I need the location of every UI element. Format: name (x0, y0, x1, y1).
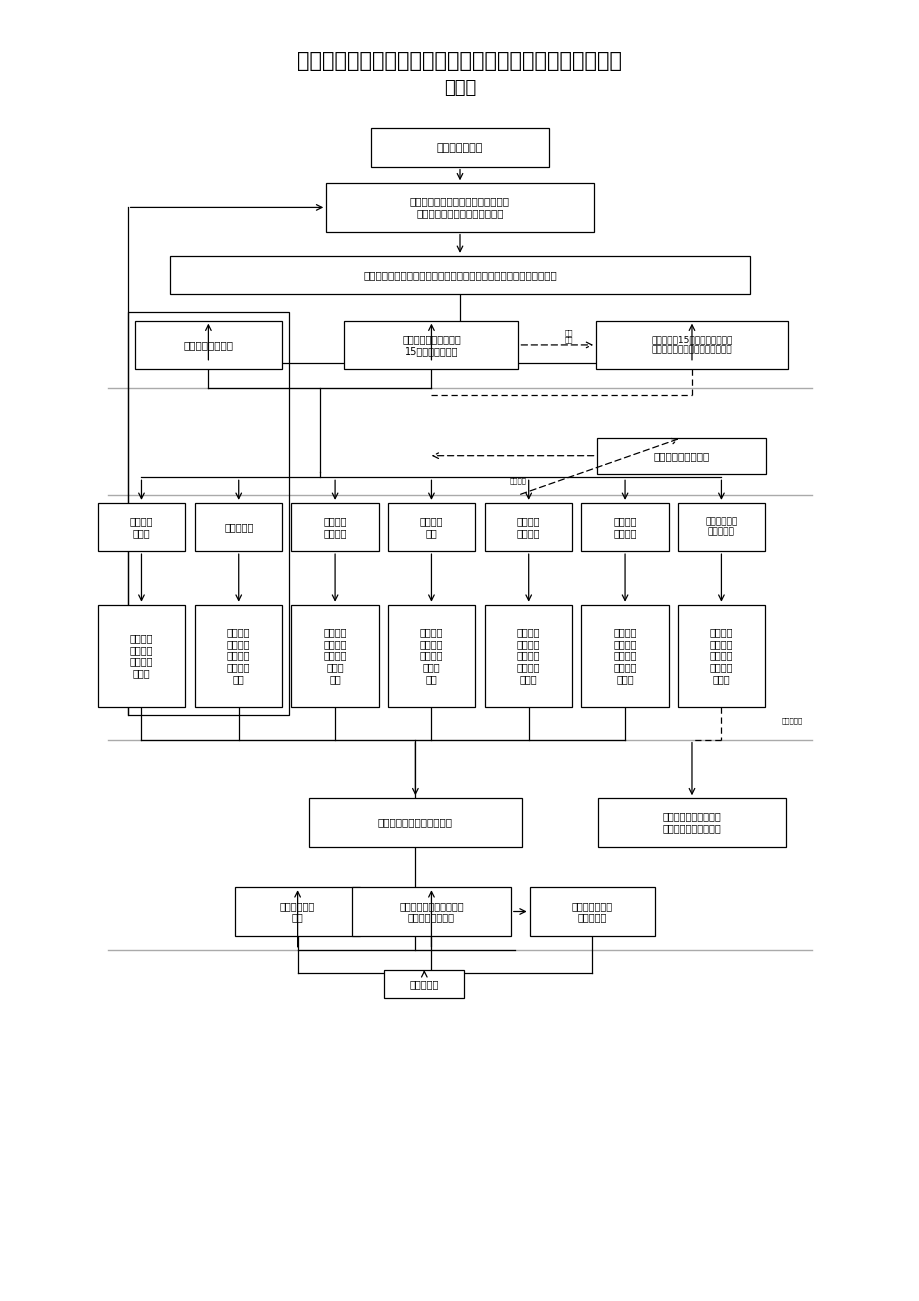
Text: 不属于受理机
关掌握范围: 不属于受理机 关掌握范围 (705, 518, 737, 537)
Text: 流程图: 流程图 (443, 79, 476, 96)
FancyBboxPatch shape (195, 502, 282, 552)
FancyBboxPatch shape (581, 502, 668, 552)
Text: 申请内容
不明确: 申请内容 不明确 (130, 516, 153, 537)
Text: 受理机关
出具《政
府信息不
存在告知
书》: 受理机关 出具《政 府信息不 存在告知 书》 (227, 627, 250, 684)
Text: 书面征求第三方意见: 书面征求第三方意见 (652, 450, 709, 461)
FancyBboxPatch shape (484, 605, 572, 706)
Text: 申请人办理缴费等申请手续: 申请人办理缴费等申请手续 (378, 817, 452, 827)
FancyBboxPatch shape (309, 799, 521, 847)
FancyBboxPatch shape (677, 605, 765, 706)
FancyBboxPatch shape (387, 605, 474, 706)
Text: 申请人提出申请: 申请人提出申请 (437, 143, 482, 152)
FancyBboxPatch shape (596, 438, 766, 474)
FancyBboxPatch shape (484, 502, 572, 552)
Text: 受理机关当场
提供: 受理机关当场 提供 (279, 900, 315, 922)
Text: 受理机关
出具《政
府信息公
开告知
书》: 受理机关 出具《政 府信息公 开告知 书》 (419, 627, 443, 684)
FancyBboxPatch shape (597, 799, 785, 847)
FancyBboxPatch shape (384, 971, 464, 998)
Text: 受理机关
出具《政
府信息不
予公开告
知书》: 受理机关 出具《政 府信息不 予公开告 知书》 (613, 627, 636, 684)
Text: 属于部分
公开范围: 属于部分 公开范围 (516, 516, 539, 537)
Text: 经批准延长15个工作日内答复，
受理机关出具《延期答复告知书》: 经批准延长15个工作日内答复， 受理机关出具《延期答复告知书》 (651, 336, 732, 355)
Text: 受理机关当场答复: 受理机关当场答复 (183, 340, 233, 350)
Text: 受理机关在规定
时间内提供: 受理机关在规定 时间内提供 (571, 900, 612, 922)
FancyBboxPatch shape (352, 887, 510, 935)
Text: 特殊
情况: 特殊 情况 (564, 329, 573, 343)
FancyBboxPatch shape (291, 502, 379, 552)
FancyBboxPatch shape (235, 887, 359, 935)
Text: 受理机关出具《政府信息
提供日期通知书》: 受理机关出具《政府信息 提供日期通知书》 (399, 900, 463, 922)
FancyBboxPatch shape (195, 605, 282, 706)
FancyBboxPatch shape (326, 183, 593, 232)
Text: 受理机关
出具《政
府信息部
分公开告
知书》: 受理机关 出具《政 府信息部 分公开告 知书》 (516, 627, 539, 684)
Text: 受理机关登记（含网上登记），验证申请人身份，并出具《登记回执》: 受理机关登记（含网上登记），验证申请人身份，并出具《登记回执》 (363, 269, 556, 280)
Text: 受理机关
出具《非
本机关政
府信息告
知书》: 受理机关 出具《非 本机关政 府信息告 知书》 (709, 627, 732, 684)
Text: 受理机关
出具《政
府信息公
开告知
书》: 受理机关 出具《政 府信息公 开告知 书》 (323, 627, 346, 684)
Text: 申请人填写《韶关市武江区城市管理
和综合执法局信息公开申请表》: 申请人填写《韶关市武江区城市管理 和综合执法局信息公开申请表》 (410, 196, 509, 219)
Text: 韶关市武江区城市管理和综合执法局处理政府信息公开申请: 韶关市武江区城市管理和综合执法局处理政府信息公开申请 (297, 51, 622, 72)
FancyBboxPatch shape (291, 605, 379, 706)
Text: 信息不存在: 信息不存在 (224, 522, 253, 532)
FancyBboxPatch shape (344, 321, 518, 369)
FancyBboxPatch shape (170, 256, 749, 294)
FancyBboxPatch shape (677, 502, 765, 552)
FancyBboxPatch shape (97, 605, 185, 706)
FancyBboxPatch shape (529, 887, 653, 935)
Text: 受理机关
出具《补
正申请通
知书》: 受理机关 出具《补 正申请通 知书》 (130, 634, 153, 678)
Text: 受理机关告知申请人信
息掌握机关的联系方式: 受理机关告知申请人信 息掌握机关的联系方式 (662, 812, 720, 833)
Text: 属于不予
公开范围: 属于不予 公开范围 (613, 516, 636, 537)
FancyBboxPatch shape (596, 321, 787, 369)
FancyBboxPatch shape (370, 129, 549, 167)
Text: 能够确定的: 能够确定的 (780, 717, 801, 723)
FancyBboxPatch shape (135, 321, 282, 369)
FancyBboxPatch shape (97, 502, 185, 552)
Text: 属于公开
范围: 属于公开 范围 (419, 516, 443, 537)
Text: 受理机关当场不能答复
15个工作日内答复: 受理机关当场不能答复 15个工作日内答复 (402, 334, 460, 355)
FancyBboxPatch shape (387, 502, 474, 552)
FancyBboxPatch shape (581, 605, 668, 706)
Text: 特殊情况: 特殊情况 (509, 477, 526, 484)
Text: 申请人签收: 申请人签收 (409, 980, 438, 989)
Text: 属于主动
公开范围: 属于主动 公开范围 (323, 516, 346, 537)
